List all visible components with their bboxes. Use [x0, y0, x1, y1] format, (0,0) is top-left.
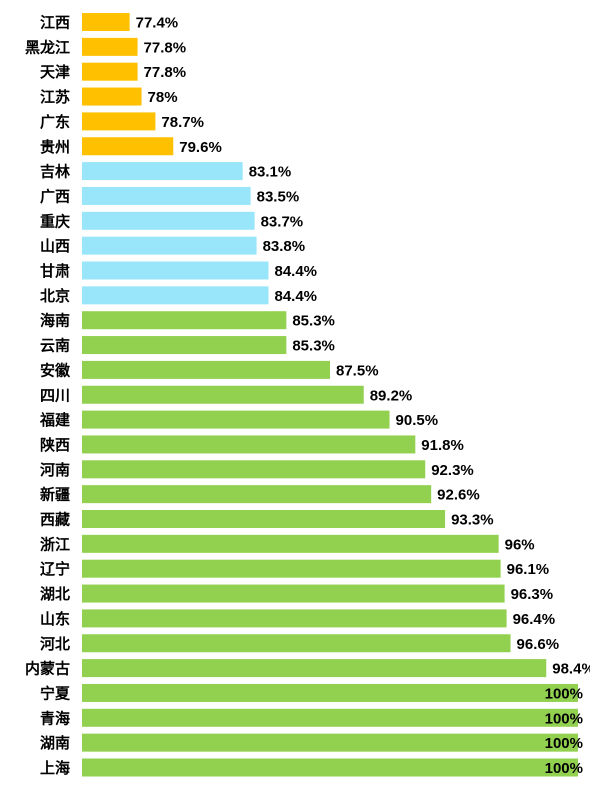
bar	[82, 683, 578, 702]
category-label: 上海	[40, 759, 70, 777]
category-label: 宁夏	[40, 684, 71, 702]
bar	[82, 87, 142, 106]
bar	[82, 162, 243, 181]
value-label: 90.5%	[396, 412, 439, 429]
bar	[82, 13, 130, 31]
category-label: 云南	[40, 337, 70, 355]
bar	[82, 186, 251, 205]
category-label: 青海	[40, 709, 70, 727]
bar	[82, 37, 138, 56]
bar	[82, 286, 269, 305]
value-label: 78%	[148, 89, 178, 106]
category-label: 福建	[39, 411, 71, 429]
value-label: 84.4%	[274, 288, 317, 305]
category-label: 天津	[40, 63, 70, 81]
value-label: 96.1%	[507, 561, 550, 578]
category-label: 贵州	[40, 138, 70, 156]
category-label: 陕西	[40, 436, 70, 454]
category-label: 内蒙古	[25, 660, 70, 678]
value-label: 100%	[545, 710, 583, 727]
bar	[82, 510, 446, 528]
value-label: 87.5%	[336, 362, 379, 379]
bar	[82, 385, 364, 404]
value-label: 96.6%	[517, 636, 560, 653]
value-label: 83.8%	[263, 238, 306, 255]
value-label: 83.7%	[261, 213, 304, 230]
value-label: 100%	[545, 685, 583, 702]
bar	[82, 311, 287, 330]
value-label: 77.8%	[144, 39, 187, 56]
value-label: 78.7%	[161, 114, 204, 131]
category-label: 江西	[40, 14, 70, 32]
bar	[82, 460, 426, 479]
bar	[82, 236, 257, 255]
bar	[82, 261, 269, 280]
category-label: 北京	[40, 287, 70, 305]
category-label: 广西	[40, 187, 70, 205]
bar	[82, 534, 499, 553]
value-label: 98.4%	[552, 661, 590, 678]
value-label: 92.6%	[437, 487, 480, 504]
category-label: 重庆	[40, 212, 70, 230]
category-label: 山东	[40, 610, 70, 628]
value-label: 93.3%	[451, 512, 494, 529]
category-label: 广东	[40, 113, 70, 131]
value-label: 92.3%	[431, 462, 474, 479]
bar	[82, 708, 578, 727]
value-label: 84.4%	[274, 263, 317, 280]
value-label: 83.1%	[249, 164, 292, 181]
category-label: 浙江	[40, 535, 70, 553]
bar	[82, 112, 156, 131]
category-label: 甘肃	[40, 262, 70, 280]
category-label: 新疆	[40, 486, 70, 504]
bar	[82, 634, 511, 653]
value-label: 79.6%	[179, 139, 222, 156]
value-label: 85.3%	[292, 313, 335, 330]
value-label: 85.3%	[292, 338, 335, 355]
bar	[82, 659, 547, 678]
category-label: 山西	[40, 237, 70, 255]
category-label: 西藏	[40, 511, 70, 529]
bar	[82, 435, 416, 454]
bar	[82, 609, 507, 628]
bar	[82, 137, 174, 156]
bar	[82, 336, 287, 355]
value-label: 100%	[545, 760, 583, 777]
bar	[82, 211, 255, 230]
category-label: 四川	[40, 386, 70, 404]
value-label: 96.4%	[513, 611, 556, 628]
category-label: 河北	[40, 635, 70, 653]
value-label: 77.4%	[136, 15, 179, 32]
value-label: 96%	[505, 536, 535, 553]
value-label: 96.3%	[511, 586, 554, 603]
bar	[82, 360, 330, 379]
category-label: 辽宁	[40, 560, 70, 578]
category-label: 湖南	[40, 734, 70, 752]
category-label: 吉林	[40, 163, 71, 181]
value-label: 89.2%	[370, 387, 413, 404]
category-label: 安徽	[40, 361, 71, 379]
value-label: 77.8%	[144, 64, 187, 81]
category-label: 海南	[40, 312, 70, 330]
value-label: 100%	[545, 735, 583, 752]
value-label: 91.8%	[421, 437, 464, 454]
bar	[82, 733, 578, 752]
bar	[82, 62, 138, 81]
category-label: 江苏	[40, 88, 70, 106]
bar	[82, 584, 505, 603]
category-label: 河南	[40, 461, 70, 479]
bar	[82, 559, 501, 578]
category-label: 湖北	[40, 585, 70, 603]
value-label: 83.5%	[257, 188, 300, 205]
bar	[82, 758, 578, 777]
bar	[82, 410, 390, 429]
category-label: 黑龙江	[25, 38, 70, 56]
bar	[82, 485, 432, 504]
